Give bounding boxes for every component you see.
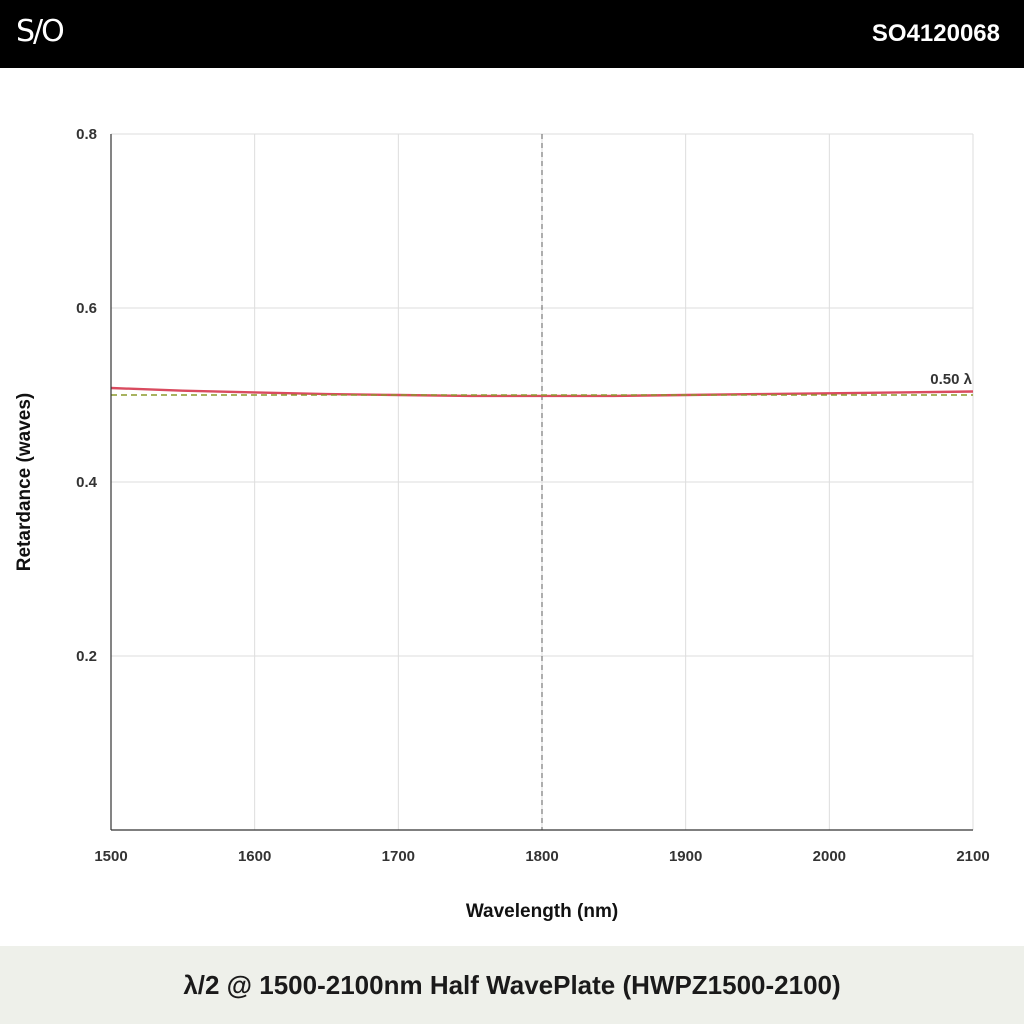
retardance-value-label: 0.50 λ [930, 371, 972, 388]
axes [110, 134, 973, 831]
y-axis-title: Retardance (waves) [14, 393, 35, 571]
x-tick-label: 1700 [382, 848, 415, 865]
x-tick-labels: 1500 1600 1700 1800 1900 2000 2100 [94, 848, 989, 865]
series-layer [110, 386, 974, 398]
y-tick-label: 0.6 [76, 300, 97, 317]
x-tick-label: 1900 [669, 848, 702, 865]
company-logo: S/O [16, 14, 65, 49]
retardance-series-line [110, 386, 974, 398]
x-tick-label: 1600 [238, 848, 271, 865]
grid-lines [110, 133, 974, 830]
x-tick-label: 2000 [813, 848, 846, 865]
y-tick-label: 0.2 [76, 648, 97, 665]
header-bar: S/O SO4120068 [0, 0, 1024, 68]
y-tick-labels: 0.2 0.4 0.6 0.8 [76, 126, 98, 665]
footer-bar: λ/2 @ 1500-2100nm Half WavePlate (HWPZ15… [0, 946, 1024, 1024]
annotations: 0.50 λ [930, 371, 972, 388]
y-tick-label: 0.8 [76, 126, 97, 143]
x-tick-label: 1800 [525, 848, 558, 865]
product-title: λ/2 @ 1500-2100nm Half WavePlate (HWPZ15… [183, 969, 841, 1000]
x-axis-title: Wavelength (nm) [466, 901, 618, 922]
y-tick-label: 0.4 [76, 474, 98, 491]
part-number: SO4120068 [871, 20, 1000, 47]
x-tick-label: 2100 [956, 848, 989, 865]
x-tick-label: 1500 [94, 848, 127, 865]
retardance-chart: 1500 1600 1700 1800 1900 2000 2100 0.20.40.60.… [14, 126, 990, 922]
